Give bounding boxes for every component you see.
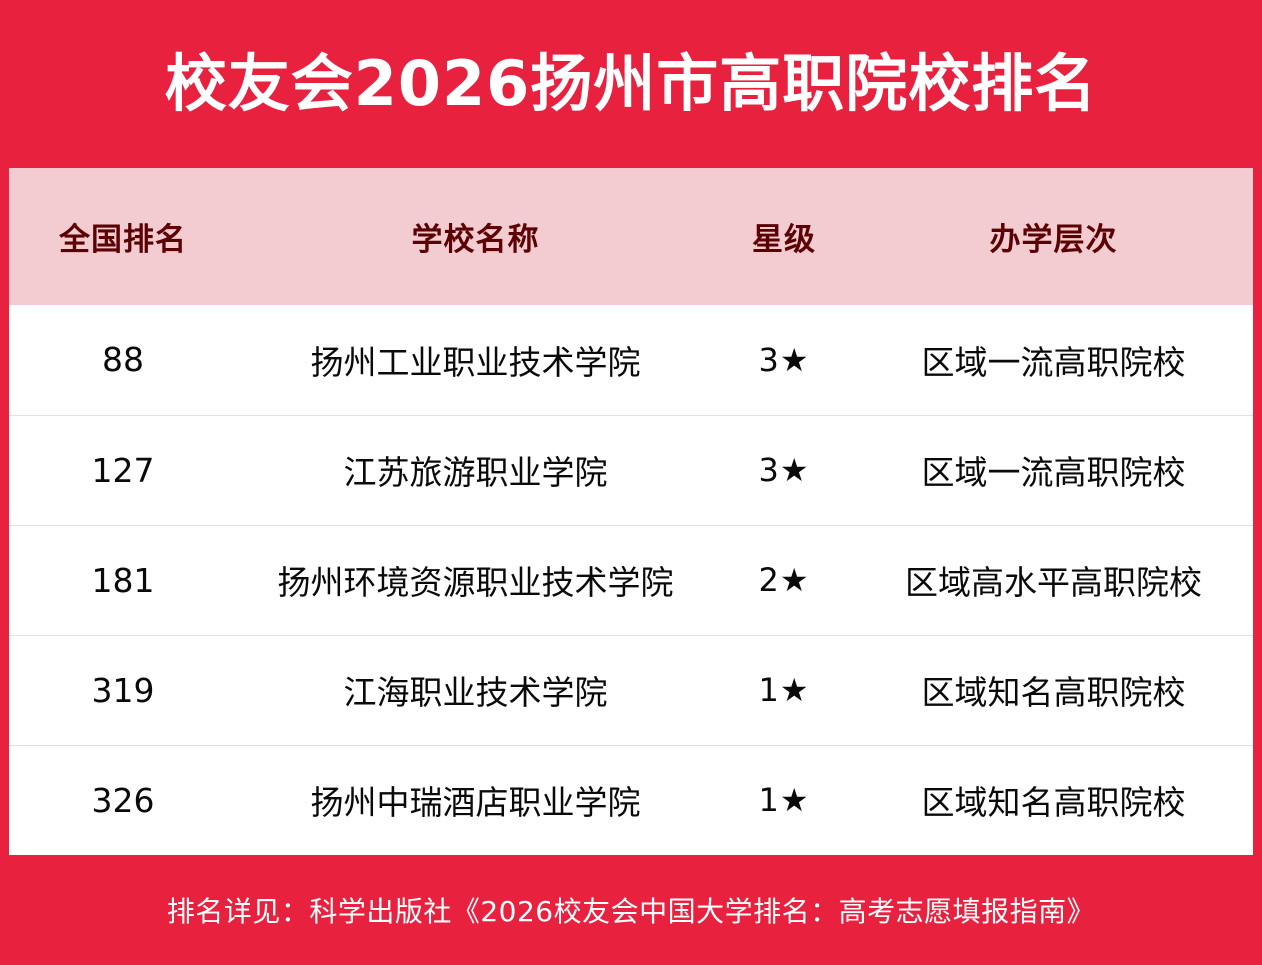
table-header-row: 全国排名 学校名称 星级 办学层次 xyxy=(9,168,1253,305)
column-header-level: 办学层次 xyxy=(989,222,1118,258)
poster-footer-band: 排名详见：科学出版社《2026校友会中国大学排名：高考志愿填报指南》 xyxy=(0,855,1262,965)
cell-star: 3★ xyxy=(758,340,810,379)
cell-rank: 326 xyxy=(91,780,155,820)
source-note: 排名详见：科学出版社《2026校友会中国大学排名：高考志愿填报指南》 xyxy=(166,895,1096,928)
page-title: 校友会2026扬州市高职院校排名 xyxy=(164,47,1098,120)
cell-name: 江苏旅游职业学院 xyxy=(343,453,608,492)
cell-level: 区域知名高职院校 xyxy=(921,673,1186,712)
cell-name: 扬州工业职业技术学院 xyxy=(310,342,641,382)
cell-level: 区域一流高职院校 xyxy=(921,453,1186,492)
column-header-star: 星级 xyxy=(752,222,816,258)
poster-title-band: 校友会2026扬州市高职院校排名 xyxy=(0,0,1262,168)
table-header: 全国排名 学校名称 星级 办学层次 xyxy=(9,168,1253,305)
cell-name: 扬州中瑞酒店职业学院 xyxy=(310,783,641,823)
cell-rank: 127 xyxy=(91,450,155,490)
table-row: 181 扬州环境资源职业技术学院 2★ 区域高水平高职院校 xyxy=(9,525,1253,635)
column-header-name: 学校名称 xyxy=(411,222,540,258)
table-row: 319 江海职业技术学院 1★ 区域知名高职院校 xyxy=(9,635,1253,745)
cell-level: 区域一流高职院校 xyxy=(921,342,1186,382)
ranking-table-card: 全国排名 学校名称 星级 办学层次 88 扬州工业职业技术学院 3★ 区域一流高… xyxy=(9,168,1253,855)
cell-level: 区域高水平高职院校 xyxy=(905,563,1202,602)
cell-name: 江海职业技术学院 xyxy=(343,673,608,712)
column-header-rank: 全国排名 xyxy=(59,222,187,258)
cell-rank: 88 xyxy=(102,340,144,380)
ranking-table: 全国排名 学校名称 星级 办学层次 88 扬州工业职业技术学院 3★ 区域一流高… xyxy=(9,168,1253,855)
table-row: 88 扬州工业职业技术学院 3★ 区域一流高职院校 xyxy=(9,305,1253,415)
table-row: 326 扬州中瑞酒店职业学院 1★ 区域知名高职院校 xyxy=(9,745,1253,855)
cell-level: 区域知名高职院校 xyxy=(921,783,1186,823)
table-body: 88 扬州工业职业技术学院 3★ 区域一流高职院校 127 江苏旅游职业学院 3… xyxy=(9,305,1253,855)
table-row: 127 江苏旅游职业学院 3★ 区域一流高职院校 xyxy=(9,415,1253,525)
cell-star: 3★ xyxy=(758,451,810,489)
cell-star: 2★ xyxy=(758,561,810,599)
cell-rank: 181 xyxy=(91,560,155,600)
cell-star: 1★ xyxy=(758,781,810,820)
cell-rank: 319 xyxy=(91,670,155,710)
cell-name: 扬州环境资源职业技术学院 xyxy=(277,563,674,602)
cell-star: 1★ xyxy=(758,671,810,709)
